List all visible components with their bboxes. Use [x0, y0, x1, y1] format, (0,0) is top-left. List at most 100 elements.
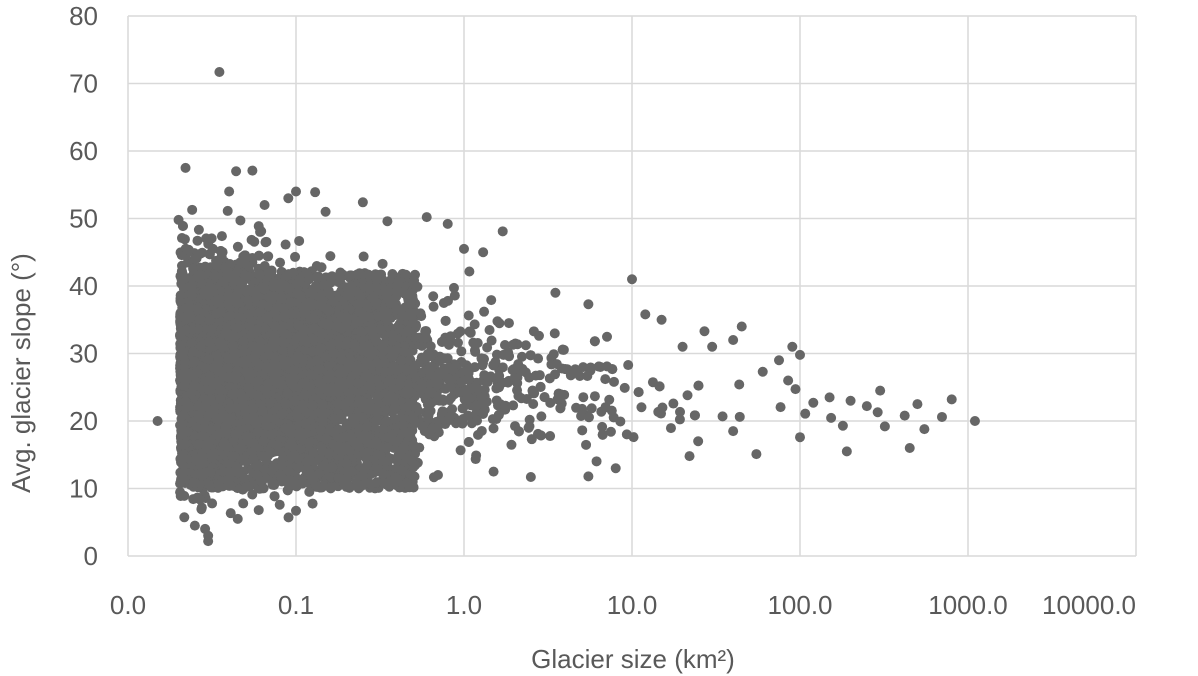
cloud-point	[483, 372, 494, 383]
cloud-point	[307, 498, 318, 509]
cloud-point	[619, 382, 630, 393]
cloud-point	[503, 318, 514, 329]
cloud-point	[675, 406, 686, 417]
cloud-point	[497, 362, 508, 373]
cloud-point	[183, 244, 194, 255]
cloud-point	[253, 221, 264, 232]
cloud-point	[445, 381, 456, 392]
cloud-point	[492, 316, 503, 327]
cloud-point	[249, 236, 260, 247]
data-point-cloud	[175, 204, 837, 534]
cloud-point	[533, 353, 544, 364]
cloud-point	[428, 291, 439, 302]
cloud-point	[263, 251, 274, 262]
cloud-point	[206, 233, 217, 244]
cloud-point	[734, 411, 745, 422]
cloud-point	[456, 346, 467, 357]
cloud-point	[826, 412, 837, 423]
cloud-point	[428, 301, 439, 312]
cloud-point	[555, 403, 566, 414]
cloud-point	[468, 337, 479, 348]
cloud-point	[432, 379, 443, 390]
cloud-point	[423, 409, 434, 420]
cloud-point	[602, 331, 613, 342]
cloud-point	[608, 376, 619, 387]
cloud-point	[551, 359, 562, 370]
cloud-point	[494, 370, 505, 381]
cloud-point	[790, 384, 801, 395]
cloud-point	[693, 436, 704, 447]
cloud-point	[463, 310, 474, 321]
cloud-point	[464, 266, 475, 277]
cloud-point	[448, 282, 459, 293]
cloud-point	[455, 445, 466, 456]
cloud-point	[534, 370, 545, 381]
cloud-point	[506, 439, 517, 450]
cloud-point	[445, 392, 456, 403]
cloud-point	[499, 339, 510, 350]
cloud-point	[484, 325, 495, 336]
cloud-point	[589, 391, 600, 402]
cloud-point	[526, 434, 537, 445]
cloud-point	[422, 399, 433, 410]
cloud-point	[507, 365, 518, 376]
cloud-point	[463, 410, 474, 421]
cloud-point	[455, 387, 466, 398]
cloud-point	[581, 439, 592, 450]
cloud-point	[668, 398, 679, 409]
cloud-point	[222, 205, 233, 216]
cloud-point	[469, 319, 480, 330]
cloud-point	[491, 395, 502, 406]
cloud-point	[192, 492, 203, 503]
cloud-point	[586, 403, 597, 414]
cloud-point	[235, 215, 246, 226]
cloud-point	[427, 423, 438, 434]
cloud-point	[665, 423, 676, 434]
cloud-point	[444, 373, 455, 384]
cloud-point	[734, 379, 745, 390]
cloud-point	[438, 297, 449, 308]
cloud-point	[520, 340, 531, 351]
cloud-point	[605, 426, 616, 437]
cloud-point	[207, 498, 218, 509]
cloud-point	[585, 362, 596, 373]
cloud-point	[775, 402, 786, 413]
cloud-point	[457, 403, 468, 414]
cloud-point	[175, 487, 186, 498]
cloud-point	[425, 341, 436, 352]
cloud-point	[187, 204, 198, 215]
cloud-point	[604, 394, 615, 405]
cloud-point	[491, 349, 502, 360]
cloud-point	[633, 387, 644, 398]
cloud-point	[636, 402, 647, 413]
cloud-point	[674, 414, 685, 425]
cloud-point	[654, 381, 665, 392]
cloud-point	[358, 251, 369, 262]
cloud-point	[476, 425, 487, 436]
cloud-point	[190, 253, 201, 264]
cloud-point	[247, 489, 258, 500]
cloud-point	[196, 504, 207, 515]
cloud-point	[516, 393, 527, 404]
cloud-point	[443, 362, 454, 373]
cloud-point	[437, 336, 448, 347]
cloud-point	[216, 231, 227, 242]
cloud-point	[693, 380, 704, 391]
cloud-point	[225, 508, 236, 519]
cloud-point	[557, 344, 568, 355]
cloud-point	[488, 423, 499, 434]
cloud-point	[377, 258, 388, 269]
cloud-point	[472, 415, 483, 426]
cloud-point	[192, 235, 203, 246]
cloud-point	[536, 411, 547, 422]
cloud-point	[600, 374, 611, 385]
cloud-point	[512, 385, 523, 396]
cloud-point	[597, 421, 608, 432]
cloud-point	[550, 369, 561, 380]
cloud-point	[533, 330, 544, 341]
cloud-point	[479, 398, 490, 409]
cloud-point	[582, 371, 593, 382]
cloud-point	[316, 262, 327, 273]
